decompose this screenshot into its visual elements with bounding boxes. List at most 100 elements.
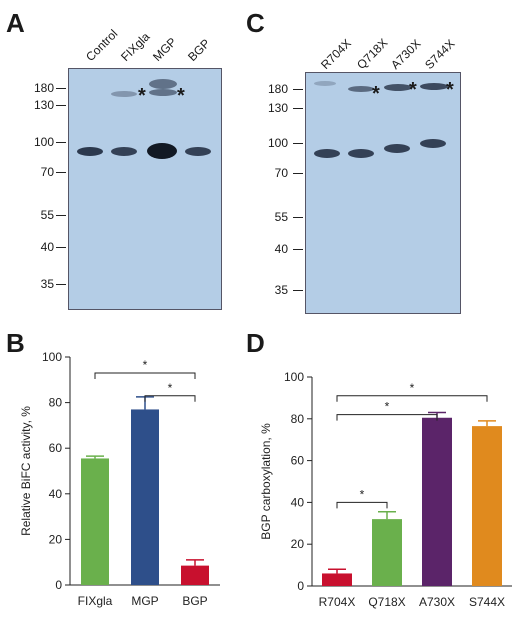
asterisk: * bbox=[177, 85, 185, 107]
mw-marker: 180 bbox=[33, 81, 54, 95]
mw-marker: 180 bbox=[267, 82, 288, 96]
bar bbox=[372, 519, 402, 586]
mw-marker: 35 bbox=[274, 283, 288, 297]
y-tick-label: 60 bbox=[291, 454, 305, 468]
mw-marker: 70 bbox=[274, 166, 288, 180]
mw-tick bbox=[56, 105, 66, 106]
significance-label: * bbox=[143, 358, 148, 372]
x-tick-label: BGP bbox=[182, 594, 207, 608]
bar bbox=[322, 573, 352, 586]
y-tick-label: 80 bbox=[49, 396, 63, 410]
mw-marker: 40 bbox=[40, 240, 54, 254]
mw-tick bbox=[56, 142, 66, 143]
y-tick-label: 100 bbox=[284, 370, 304, 384]
lane-label: S744X bbox=[422, 36, 458, 72]
mw-marker: 55 bbox=[40, 208, 54, 222]
panel-letter-c: C bbox=[246, 8, 265, 38]
lane-label: FIXgla bbox=[118, 29, 153, 64]
y-axis-label: Relative BiFC activity, % bbox=[19, 406, 33, 536]
band bbox=[314, 149, 340, 158]
blot-c-membrane bbox=[305, 72, 461, 314]
mw-tick bbox=[293, 217, 303, 218]
band bbox=[384, 84, 412, 91]
mw-tick bbox=[293, 249, 303, 250]
band bbox=[111, 91, 137, 97]
significance-bracket bbox=[336, 395, 488, 402]
y-tick-label: 40 bbox=[291, 495, 305, 509]
band bbox=[348, 86, 374, 92]
lane-label: BGP bbox=[185, 36, 213, 64]
mw-marker: 130 bbox=[33, 98, 54, 112]
x-tick-label: Q718X bbox=[368, 595, 405, 609]
band bbox=[420, 83, 448, 90]
band bbox=[420, 139, 446, 148]
mw-tick bbox=[56, 215, 66, 216]
mw-tick bbox=[56, 172, 66, 173]
mw-marker: 130 bbox=[267, 101, 288, 115]
mw-marker: 100 bbox=[33, 135, 54, 149]
significance-bracket bbox=[94, 372, 196, 379]
asterisk: * bbox=[138, 85, 146, 107]
mw-tick bbox=[293, 108, 303, 109]
mw-tick bbox=[56, 284, 66, 285]
band bbox=[348, 149, 374, 158]
x-tick-label: S744X bbox=[469, 595, 505, 609]
mw-tick bbox=[293, 290, 303, 291]
mw-tick bbox=[293, 173, 303, 174]
band bbox=[314, 81, 336, 86]
band bbox=[384, 144, 410, 153]
y-tick-label: 100 bbox=[42, 350, 62, 364]
panel-letter-b: B bbox=[6, 328, 25, 358]
mw-marker: 70 bbox=[40, 165, 54, 179]
band bbox=[185, 147, 211, 156]
y-tick-label: 80 bbox=[291, 412, 305, 426]
mw-tick bbox=[56, 88, 66, 89]
bar bbox=[131, 409, 159, 585]
mw-marker: 40 bbox=[274, 242, 288, 256]
asterisk: * bbox=[372, 83, 380, 105]
bar bbox=[472, 426, 502, 586]
significance-bracket bbox=[144, 395, 196, 402]
y-tick-label: 40 bbox=[49, 487, 63, 501]
bar bbox=[81, 458, 109, 585]
significance-bracket bbox=[336, 414, 438, 421]
lane-label: A730X bbox=[388, 36, 424, 72]
bar bbox=[422, 417, 452, 586]
lane-label: Control bbox=[83, 26, 121, 64]
y-tick-label: 20 bbox=[291, 537, 305, 551]
mw-marker: 100 bbox=[267, 136, 288, 150]
asterisk: * bbox=[446, 79, 454, 101]
mw-marker: 35 bbox=[40, 277, 54, 291]
significance-label: * bbox=[410, 381, 415, 395]
y-tick-label: 0 bbox=[297, 579, 304, 593]
x-tick-label: MGP bbox=[131, 594, 158, 608]
y-tick-label: 20 bbox=[49, 532, 63, 546]
lane-label: Q718X bbox=[354, 35, 391, 72]
y-tick-label: 0 bbox=[55, 578, 62, 592]
blot-a-membrane bbox=[68, 68, 222, 310]
mw-tick bbox=[56, 247, 66, 248]
asterisk: * bbox=[409, 79, 417, 101]
band bbox=[77, 147, 103, 156]
panel-letter-d: D bbox=[246, 328, 265, 358]
mw-tick bbox=[293, 143, 303, 144]
lane-label: MGP bbox=[150, 34, 180, 64]
x-tick-label: FIXgla bbox=[78, 594, 113, 608]
bar-chart-d: 0 20 40 60 80 100 BGP carboxylation, % R704X Q71… bbox=[259, 370, 512, 609]
significance-label: * bbox=[360, 487, 365, 501]
band bbox=[147, 143, 177, 159]
significance-label: * bbox=[385, 400, 390, 414]
x-tick-label: A730X bbox=[419, 595, 455, 609]
mw-marker: 55 bbox=[274, 210, 288, 224]
band bbox=[111, 147, 137, 156]
y-tick-label: 60 bbox=[49, 441, 63, 455]
lane-label: R704X bbox=[318, 36, 354, 72]
y-axis-label: BGP carboxylation, % bbox=[259, 423, 273, 540]
band bbox=[149, 79, 177, 89]
significance-label: * bbox=[168, 381, 173, 395]
significance-bracket bbox=[336, 501, 388, 509]
x-tick-label: R704X bbox=[319, 595, 356, 609]
mw-tick bbox=[293, 89, 303, 90]
bar-chart-b: 0 20 40 60 80 100 Relative BiFC activity, % FIX… bbox=[19, 350, 220, 608]
bar bbox=[181, 565, 209, 585]
